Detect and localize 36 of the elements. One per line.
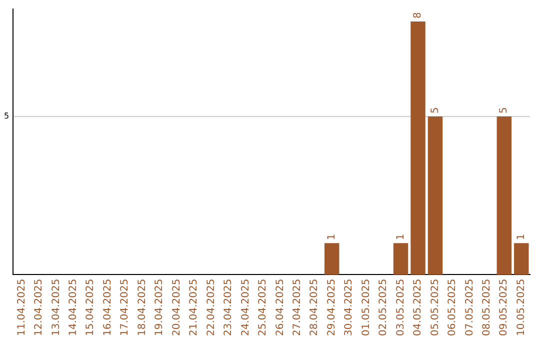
x-tick-label: 30.04.2025 (344, 278, 355, 336)
x-tick-label: 22.04.2025 (206, 278, 217, 336)
x-tick-label: 14.04.2025 (68, 278, 79, 336)
data-label: 5 (498, 107, 510, 114)
x-tick-label: 17.04.2025 (120, 278, 131, 336)
x-tick-label: 10.05.2025 (516, 278, 527, 336)
x-tick-label: 23.04.2025 (223, 278, 234, 336)
x-tick-label: 15.04.2025 (85, 278, 96, 336)
x-tick-label: 12.04.2025 (34, 278, 45, 336)
x-tick-label: 03.05.2025 (395, 278, 406, 336)
x-tick-label: 24.04.2025 (240, 278, 252, 336)
data-label: 1 (395, 234, 406, 240)
data-label: 5 (430, 107, 441, 114)
x-tick-label: 11.04.2025 (16, 278, 28, 336)
x-tick-label: 08.05.2025 (482, 278, 493, 336)
x-tick-label: 21.04.2025 (188, 278, 200, 336)
x-tick-label: 18.04.2025 (136, 278, 148, 336)
data-label: 8 (412, 12, 424, 18)
x-tick-label: 02.05.2025 (378, 278, 390, 336)
x-tick-label: 05.05.2025 (430, 278, 441, 336)
x-tick-label: 16.04.2025 (102, 278, 114, 336)
x-tick-label: 09.05.2025 (498, 278, 510, 336)
x-tick-label: 20.04.2025 (171, 278, 182, 336)
x-tick-label: 26.04.2025 (274, 278, 286, 336)
x-tick-label: 04.05.2025 (412, 278, 424, 336)
x-tick-label: 28.04.2025 (309, 278, 320, 336)
x-tick-label: 19.04.2025 (154, 278, 166, 336)
data-label: 1 (326, 234, 338, 240)
x-tick-label: 07.05.2025 (464, 278, 476, 336)
x-tick-label: 25.04.2025 (258, 278, 269, 336)
x-tick-label: 13.04.2025 (50, 278, 62, 336)
x-tick-label: 27.04.2025 (292, 278, 303, 336)
x-tick-label: 06.05.2025 (447, 278, 458, 336)
data-label: 1 (516, 234, 527, 240)
x-tick-label: 29.04.2025 (326, 278, 338, 336)
x-tick-label: 01.05.2025 (360, 278, 372, 336)
